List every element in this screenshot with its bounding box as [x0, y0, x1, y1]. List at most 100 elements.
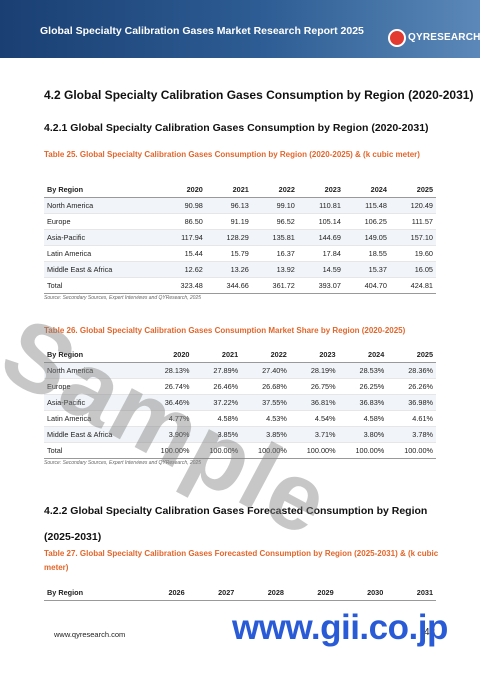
table-cell: 91.19 [205, 213, 252, 230]
row-label: Europe [44, 378, 144, 395]
table-row: Asia-Pacific 117.94 128.29 135.81 144.69… [44, 229, 436, 246]
table-row: Latin America 15.44 15.79 16.37 17.84 18… [44, 245, 436, 262]
row-label: Middle East & Africa [44, 261, 160, 278]
table-cell: 115.48 [343, 197, 390, 214]
column-header: 2022 [241, 347, 290, 363]
table-cell: 26.74% [143, 378, 193, 395]
subsection-heading-2: 4.2.2 Global Specialty Calibration Gases… [44, 505, 428, 543]
table-cell: 16.05 [389, 261, 436, 278]
table-cell: 15.37 [343, 261, 390, 278]
column-header: 2022 [251, 182, 298, 198]
table-cell: 26.68% [241, 378, 290, 395]
table-cell: 106.25 [343, 213, 390, 230]
table-cell: 4.58% [192, 410, 242, 427]
table-25: By Region 2020 2021 2022 2023 2024 2025 … [44, 182, 436, 294]
table-cell: 4.53% [241, 410, 290, 427]
table-cell: 36.98% [387, 394, 436, 411]
table-cell: 27.40% [241, 362, 290, 379]
table-row: North America 28.13% 27.89% 27.40% 28.19… [44, 362, 436, 379]
table-cell: 90.98 [159, 197, 206, 214]
row-label: Total [44, 277, 160, 294]
row-label: Middle East & Africa [44, 426, 144, 443]
table-26-source: Source: Secondary Sources, Expert Interv… [44, 460, 202, 466]
table-cell: 26.25% [338, 378, 388, 395]
table-header-row: By Region 2026 2027 2028 2029 2030 2031 [44, 585, 436, 601]
table-cell: 26.75% [289, 378, 339, 395]
logo-text: QYRESEARCH [408, 32, 480, 43]
table-cell: 3.80% [338, 426, 388, 443]
table-cell: 4.58% [338, 410, 388, 427]
table-row: North America 90.98 96.13 99.10 110.81 1… [44, 197, 436, 214]
column-header: 2025 [389, 182, 436, 198]
table-total-row: Total 323.48 344.66 361.72 393.07 404.70… [44, 277, 436, 294]
row-label: Latin America [44, 245, 160, 262]
table-cell: 26.26% [387, 378, 436, 395]
table-cell: 117.94 [159, 229, 206, 246]
table-cell: 28.19% [289, 362, 339, 379]
table-cell: 424.81 [389, 277, 436, 294]
table-cell: 128.29 [205, 229, 252, 246]
logo-circle-icon [388, 29, 406, 47]
table-26: By Region 2020 2021 2022 2023 2024 2025 … [44, 347, 436, 459]
table-cell: 36.46% [143, 394, 193, 411]
column-header: 2026 [138, 585, 188, 601]
table-cell: 28.53% [338, 362, 388, 379]
table-26-caption: Table 26. Global Specialty Calibration G… [44, 326, 406, 335]
table-cell: 3.78% [387, 426, 436, 443]
column-header: By Region [44, 347, 144, 363]
table-cell: 37.22% [192, 394, 242, 411]
table-cell: 36.83% [338, 394, 388, 411]
table-cell: 3.85% [241, 426, 290, 443]
table-cell: 361.72 [251, 277, 298, 294]
column-header: 2021 [192, 347, 242, 363]
table-header-row: By Region 2020 2021 2022 2023 2024 2025 [44, 182, 436, 198]
row-label: Asia-Pacific [44, 394, 144, 411]
table-cell: 36.81% [289, 394, 339, 411]
table-cell: 344.66 [205, 277, 252, 294]
column-header: 2024 [338, 347, 388, 363]
table-cell: 105.14 [297, 213, 344, 230]
table-27: By Region 2026 2027 2028 2029 2030 2031 [44, 585, 436, 601]
row-label: Latin America [44, 410, 144, 427]
table-cell: 13.92 [251, 261, 298, 278]
table-cell: 100.00% [387, 442, 436, 459]
column-header: 2031 [386, 585, 436, 601]
table-header-row: By Region 2020 2021 2022 2023 2024 2025 [44, 347, 436, 363]
page-number: 43 [424, 627, 436, 638]
table-cell: 18.55 [343, 245, 390, 262]
table-cell: 157.10 [389, 229, 436, 246]
table-row: Middle East & Africa 12.62 13.26 13.92 1… [44, 261, 436, 278]
column-header: By Region [44, 182, 160, 198]
table-cell: 3.90% [143, 426, 193, 443]
table-total-row: Total 100.00% 100.00% 100.00% 100.00% 10… [44, 442, 436, 459]
table-cell: 13.26 [205, 261, 252, 278]
table-cell: 111.57 [389, 213, 436, 230]
table-cell: 4.54% [289, 410, 339, 427]
column-header: 2030 [336, 585, 387, 601]
section-heading: 4.2 Global Specialty Calibration Gases C… [44, 88, 474, 102]
table-cell: 144.69 [297, 229, 344, 246]
row-label: Total [44, 442, 144, 459]
table-cell: 99.10 [251, 197, 298, 214]
column-header: 2024 [343, 182, 390, 198]
table-cell: 19.60 [389, 245, 436, 262]
table-cell: 12.62 [159, 261, 206, 278]
table-cell: 14.59 [297, 261, 344, 278]
column-header: By Region [44, 585, 139, 601]
row-label: Asia-Pacific [44, 229, 160, 246]
report-header-banner: Global Specialty Calibration Gases Marke… [0, 0, 480, 58]
table-cell: 26.46% [192, 378, 242, 395]
table-cell: 3.85% [192, 426, 242, 443]
qyresearch-logo: QYRESEARCH [388, 27, 480, 53]
table-cell: 86.50 [159, 213, 206, 230]
column-header: 2025 [387, 347, 436, 363]
table-cell: 27.89% [192, 362, 242, 379]
column-header: 2023 [289, 347, 339, 363]
column-header: 2029 [286, 585, 337, 601]
column-header: 2028 [237, 585, 287, 601]
column-header: 2027 [187, 585, 238, 601]
table-cell: 110.81 [297, 197, 344, 214]
table-row: Middle East & Africa 3.90% 3.85% 3.85% 3… [44, 426, 436, 443]
table-row: Europe 86.50 91.19 96.52 105.14 106.25 1… [44, 213, 436, 230]
table-cell: 4.61% [387, 410, 436, 427]
